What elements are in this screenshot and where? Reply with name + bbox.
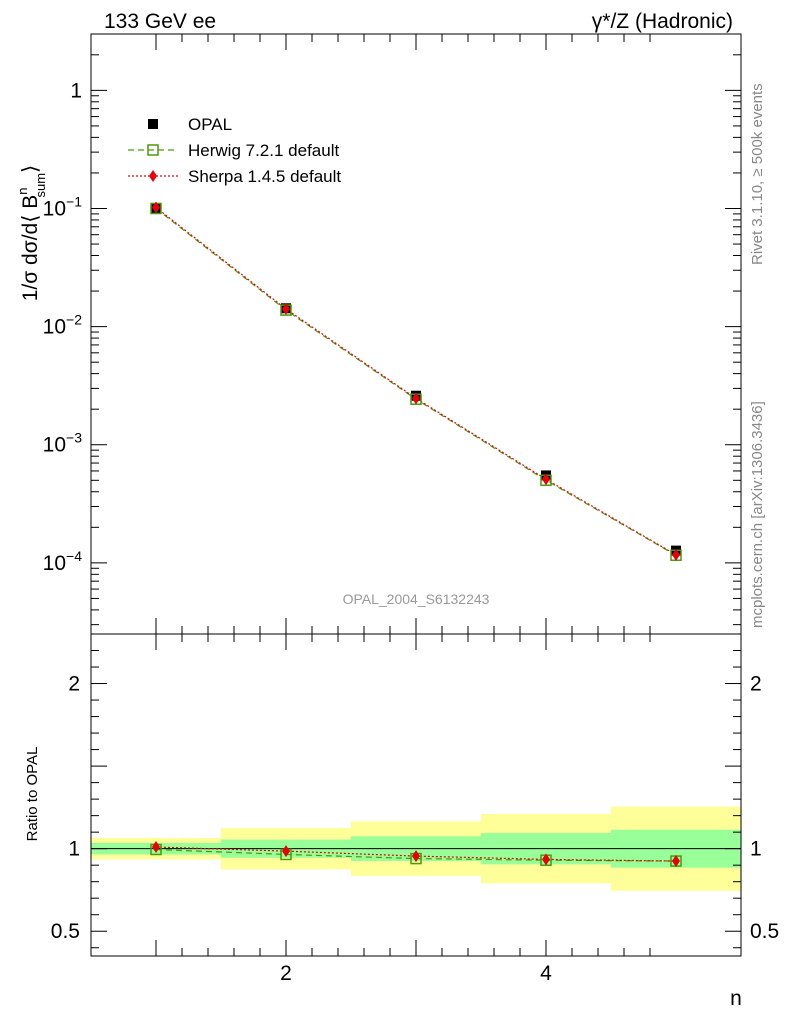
- main-y-tick-label: 10−4: [43, 548, 83, 575]
- rivet-version-label: Rivet 3.1.10, ≥ 500k events: [749, 83, 766, 265]
- legend-marker-herwig-7-2-1-default: [147, 144, 159, 156]
- main-data-points: [150, 201, 682, 562]
- ratio-y-tick-label-left: 2: [68, 673, 80, 696]
- main-point-sherpa-1-4-5-default-2: [282, 302, 290, 315]
- y-label-sup: n: [15, 188, 30, 195]
- x-axis-label: n: [730, 987, 742, 1010]
- header-process-label: γ*/Z (Hadronic): [592, 10, 733, 33]
- legend-label-sherpa-1-4-5-default: Sherpa 1.4.5 default: [188, 167, 341, 186]
- legend: OPAL Herwig 7.2.1 default Sherpa 1.4.5 def…: [128, 115, 341, 186]
- main-line-sherpa-1-4-5-default: [155, 207, 677, 556]
- x-tick-label-2: 2: [280, 962, 292, 985]
- y-label-sub: sum: [33, 173, 48, 198]
- main-point-sherpa-1-4-5-default-1: [152, 201, 160, 214]
- x-tick-label-4: 4: [540, 962, 552, 985]
- ratio-y-tick-label-left: 1: [68, 838, 80, 861]
- main-point-sherpa-1-4-5-default-4: [542, 473, 550, 486]
- legend-label-opal: OPAL: [188, 115, 232, 134]
- ratio-point-sherpa-1-4-5-default-5: [672, 855, 680, 868]
- main-y-tick-label: 10−2: [43, 312, 83, 339]
- analysis-id-label: OPAL_2004_S6132243: [343, 591, 490, 607]
- main-y-tick-label: 10−3: [43, 430, 83, 457]
- ratio-y-axis-label: Ratio to OPAL: [24, 747, 41, 842]
- ratio-y-tick-label-right: 1: [750, 838, 762, 861]
- main-y-tick-label: 1: [70, 79, 82, 102]
- y-label-close: ⟩: [19, 165, 42, 173]
- header-energy-label: 133 GeV ee: [104, 10, 216, 33]
- ratio-point-sherpa-1-4-5-default-1: [152, 841, 160, 854]
- legend-marker-sherpa-1-4-5-default: [149, 170, 157, 182]
- main-y-tick-label: 10−1: [43, 193, 83, 220]
- ratio-y-tick-label-right: 0.5: [750, 920, 779, 943]
- ratio-y-tick-label-right: 2: [750, 673, 762, 696]
- legend-marker-opal: [148, 119, 158, 129]
- main-point-sherpa-1-4-5-default-5: [672, 548, 680, 561]
- ratio-panel-frame: [90, 633, 742, 957]
- main-y-axis-label: 1/σ dσ/d⟨ Bn sum⟩: [15, 165, 48, 302]
- mcplots-reference-label: mcplots.cern.ch [arXiv:1306.3436]: [749, 401, 766, 628]
- ratio-point-sherpa-1-4-5-default-4: [542, 853, 550, 866]
- ratio-uncertainty-bands: [91, 806, 741, 891]
- main-series-lines: [155, 207, 677, 556]
- ratio-point-sherpa-1-4-5-default-3: [412, 850, 420, 863]
- ratio-data-points: [150, 841, 682, 868]
- ratio-y-tick-label-left: 0.5: [51, 920, 80, 943]
- main-line-herwig-7-2-1-default: [155, 208, 677, 556]
- main-point-sherpa-1-4-5-default-3: [412, 392, 420, 405]
- legend-label-herwig-7-2-1-default: Herwig 7.2.1 default: [188, 141, 339, 160]
- axes: 2 4 1 10−1 10−2 10−3 10−4 0.5 0.5 1 1 2 2: [43, 33, 779, 985]
- ratio-point-sherpa-1-4-5-default-2: [282, 845, 290, 858]
- y-label-main: 1/σ dσ/d⟨ B: [19, 195, 42, 302]
